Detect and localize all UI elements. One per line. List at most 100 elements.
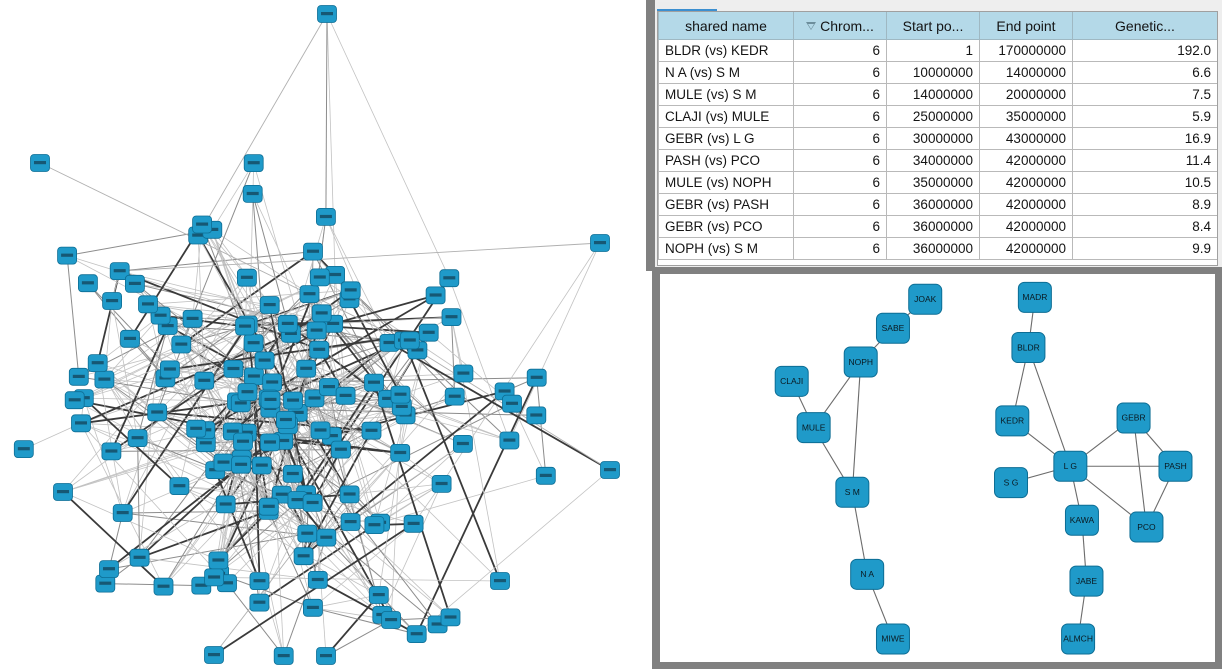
sub-network-node[interactable]: L G (1053, 450, 1088, 482)
main-network-edge[interactable] (314, 398, 401, 454)
main-network-edge[interactable] (139, 315, 161, 558)
main-network-canvas[interactable] (0, 0, 646, 669)
sub-network-node[interactable]: S M (835, 476, 870, 508)
cell-value[interactable]: 6 (793, 105, 887, 128)
cell-value[interactable]: 42000000 (979, 193, 1073, 216)
main-network-edge[interactable] (350, 521, 451, 618)
cell-value[interactable]: 10000000 (886, 61, 980, 84)
cell-value[interactable]: 192.0 (1072, 39, 1217, 62)
cell-value[interactable]: 10.5 (1072, 171, 1217, 194)
main-network-edge[interactable] (211, 162, 255, 231)
column-header-end-point[interactable]: End point (979, 12, 1073, 40)
table-row[interactable]: BLDR (vs) KEDR 6 1 170000000 192.0 (658, 39, 1217, 62)
main-network-edge[interactable] (66, 255, 80, 377)
cell-value[interactable]: 42000000 (979, 149, 1073, 172)
main-network-edge[interactable] (511, 403, 547, 476)
table-row[interactable]: GEBR (vs) L G 6 30000000 43000000 16.9 (658, 127, 1217, 150)
cell-value[interactable]: 1 (886, 39, 980, 62)
cell-value[interactable]: 14000000 (979, 61, 1073, 84)
table-tab-strip[interactable] (657, 2, 717, 12)
edge-table[interactable]: shared name Chrom... Start po... End poi… (658, 12, 1217, 260)
main-network-edge[interactable] (110, 325, 169, 452)
cell-value[interactable]: 6 (793, 171, 887, 194)
cell-value[interactable]: 6 (793, 215, 887, 238)
cell-value[interactable]: 6 (793, 39, 887, 62)
main-network-edge[interactable] (204, 380, 389, 400)
main-network-edge[interactable] (252, 193, 289, 324)
main-network-edge[interactable] (349, 483, 442, 495)
main-network-edge[interactable] (240, 464, 417, 635)
sub-network-node[interactable]: N A (850, 558, 885, 590)
column-header-start-point[interactable]: Start po... (886, 12, 980, 40)
sub-network-node[interactable]: JOAK (908, 283, 943, 315)
table-row[interactable]: GEBR (vs) PASH 6 36000000 42000000 8.9 (658, 193, 1217, 216)
main-network-edge[interactable] (218, 323, 289, 574)
main-network-edge[interactable] (87, 282, 171, 370)
cell-value[interactable]: 6 (793, 149, 887, 172)
cell-value[interactable]: 36000000 (886, 193, 980, 216)
main-network-edge[interactable] (400, 373, 464, 395)
sub-network-node[interactable]: MADR (1017, 281, 1052, 313)
sub-network-node[interactable]: MIWE (875, 623, 910, 655)
main-network-edge[interactable] (203, 380, 380, 596)
main-network-edge[interactable] (119, 242, 601, 272)
main-network-edge[interactable] (326, 13, 336, 275)
column-header-chromosome[interactable]: Chrom... (793, 12, 887, 40)
main-network-edge[interactable] (226, 582, 285, 657)
sub-network-node[interactable]: CLAJI (774, 365, 809, 397)
main-network-edge[interactable] (325, 216, 401, 395)
sub-network-node[interactable]: KAWA (1064, 504, 1099, 536)
main-network-edge[interactable] (272, 377, 537, 383)
cell-value[interactable]: 8.9 (1072, 193, 1217, 216)
main-network-edge[interactable] (312, 502, 451, 618)
table-row[interactable]: NOPH (vs) S M 6 36000000 42000000 9.9 (658, 237, 1217, 260)
main-network-edge[interactable] (290, 216, 327, 334)
main-network-edge[interactable] (137, 325, 169, 439)
cell-shared-name[interactable]: CLAJI (vs) MULE (658, 105, 794, 128)
cell-value[interactable]: 170000000 (979, 39, 1073, 62)
sub-network-node[interactable]: GEBR (1116, 402, 1151, 434)
table-row[interactable]: MULE (vs) S M 6 14000000 20000000 7.5 (658, 83, 1217, 106)
cell-shared-name[interactable]: NOPH (vs) S M (658, 237, 794, 260)
cell-value[interactable]: 42000000 (979, 171, 1073, 194)
main-network-edge[interactable] (416, 469, 611, 635)
sub-network-node[interactable]: JABE (1069, 565, 1104, 597)
main-network-edge[interactable] (303, 373, 464, 557)
main-network-edge[interactable] (138, 464, 242, 559)
main-network-edge[interactable] (134, 283, 270, 306)
main-network-edge[interactable] (179, 485, 282, 495)
main-network-edge[interactable] (97, 362, 269, 512)
main-network-edge[interactable] (137, 438, 141, 558)
main-network-edge[interactable] (156, 324, 248, 413)
main-network-edge[interactable] (122, 277, 248, 514)
cell-value[interactable]: 8.4 (1072, 215, 1217, 238)
main-network-edge[interactable] (67, 229, 213, 257)
main-network-edge[interactable] (197, 235, 205, 381)
sub-network-node[interactable]: ALMCH (1061, 623, 1096, 655)
main-network-edge[interactable] (325, 216, 390, 344)
cell-value[interactable]: 42000000 (979, 215, 1073, 238)
cell-value[interactable]: 35000000 (979, 105, 1073, 128)
main-network-edge[interactable] (62, 491, 165, 588)
cell-value[interactable]: 43000000 (979, 127, 1073, 150)
cell-value[interactable]: 14000000 (886, 83, 980, 106)
main-network-edge[interactable] (312, 523, 414, 609)
main-network-edge[interactable] (163, 458, 243, 587)
main-network-edge[interactable] (105, 583, 202, 587)
main-network-edge[interactable] (74, 399, 327, 538)
table-row[interactable]: N A (vs) S M 6 10000000 14000000 6.6 (658, 61, 1217, 84)
cell-shared-name[interactable]: GEBR (vs) PASH (658, 193, 794, 216)
main-network-edge[interactable] (325, 13, 328, 217)
main-network-edge[interactable] (318, 349, 350, 495)
cell-value[interactable]: 6 (793, 237, 887, 260)
main-network-edge[interactable] (333, 316, 452, 325)
main-network-edge[interactable] (325, 452, 401, 538)
main-network-edge[interactable] (325, 594, 380, 657)
main-network-edge[interactable] (192, 318, 205, 381)
sub-network-node[interactable]: NOPH (843, 346, 878, 378)
main-network-edge[interactable] (214, 469, 261, 582)
main-network-edge[interactable] (268, 510, 314, 609)
cell-value[interactable]: 25000000 (886, 105, 980, 128)
main-network-edge[interactable] (332, 294, 436, 325)
main-network-edge[interactable] (214, 368, 234, 471)
